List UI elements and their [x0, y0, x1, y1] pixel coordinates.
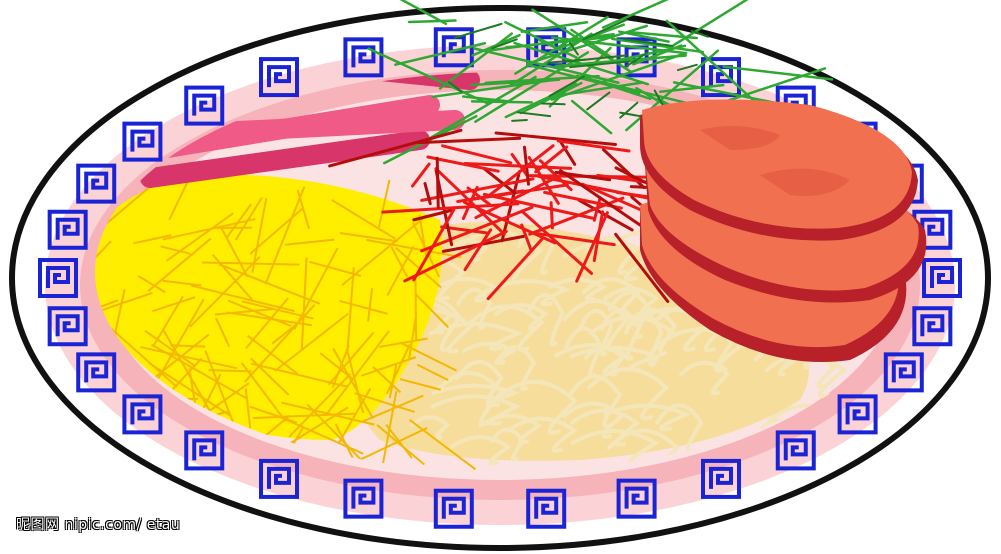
greek-key-motif — [47, 209, 88, 250]
meat-slice-top — [640, 99, 918, 241]
greek-key-motif — [76, 163, 117, 204]
greek-key-motif — [775, 430, 816, 471]
greek-key-motif — [184, 85, 225, 126]
greek-key-motif — [837, 394, 878, 435]
greek-key-motif — [343, 478, 384, 519]
greek-key-motif — [912, 306, 953, 347]
greek-key-motif — [184, 430, 225, 471]
greek-key-motif — [616, 478, 657, 519]
greek-key-motif — [122, 121, 163, 162]
watermark: 昵图网 nipic.com/ etau — [16, 517, 181, 533]
greek-key-motif — [259, 458, 299, 499]
greek-key-motif — [433, 488, 474, 529]
greek-key-motif — [343, 37, 384, 78]
greek-key-motif — [883, 352, 924, 393]
greek-key-motif — [701, 458, 741, 499]
greek-key-motif — [259, 57, 299, 98]
greek-key-motif — [526, 488, 567, 529]
chili-shreds — [328, 128, 716, 303]
greek-key-motif — [922, 258, 962, 298]
greek-key-motif — [122, 394, 163, 435]
meat-slices — [640, 99, 927, 362]
greek-key-motif — [47, 306, 88, 347]
greek-key-motif — [38, 258, 78, 298]
greek-key-motif — [76, 352, 117, 393]
